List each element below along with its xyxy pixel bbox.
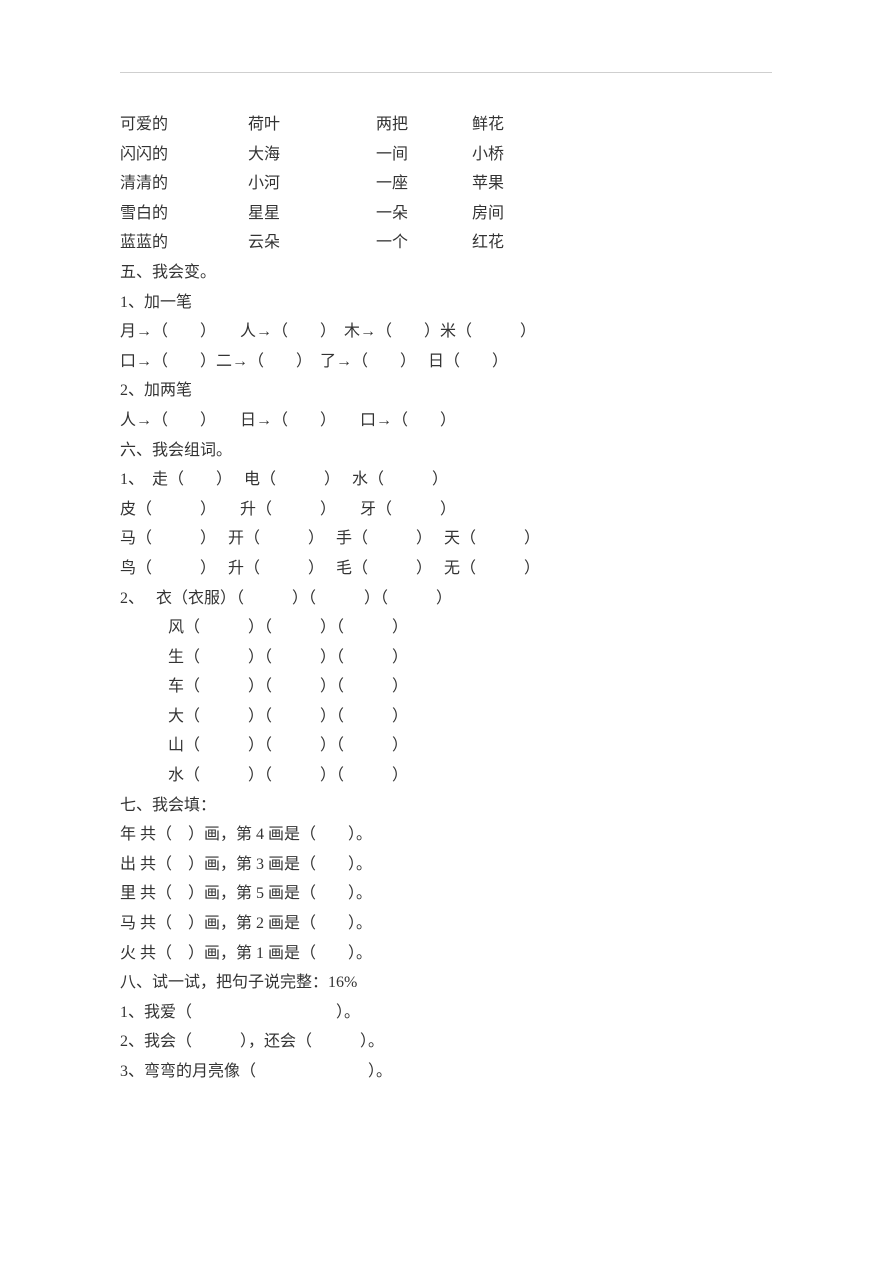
section6-line5: 2、 衣（衣服）（ ）（ ）（ ） <box>120 584 772 614</box>
matching-row: 闪闪的 大海 一间 小桥 <box>120 140 772 170</box>
section5-sub2: 2、加两笔 <box>120 376 772 406</box>
matching-row: 可爱的 荷叶 两把 鲜花 <box>120 110 772 140</box>
section6-line4: 鸟（ ） 升（ ） 毛（ ） 无（ ） <box>120 554 772 584</box>
matching-block: 可爱的 荷叶 两把 鲜花闪闪的 大海 一间 小桥清清的 小河 一座 苹果雪白的 … <box>120 110 772 258</box>
section6-line6: 风（ ）（ ）（ ） <box>120 613 772 643</box>
section8-line3: 3、弯弯的月亮像（ ）。 <box>120 1057 772 1087</box>
section6-line2: 皮（ ） 升（ ） 牙（ ） <box>120 495 772 525</box>
header-rule <box>120 72 772 73</box>
section5-sub1: 1、加一笔 <box>120 288 772 318</box>
section7-line5: 火 共（ ）画，第 1 画是（ ）。 <box>120 939 772 969</box>
section7-title: 七、我会填： <box>120 791 772 821</box>
section7-line2: 出 共（ ）画，第 3 画是（ ）。 <box>120 850 772 880</box>
section6-line11: 水（ ）（ ）（ ） <box>120 761 772 791</box>
worksheet-page: 可爱的 荷叶 两把 鲜花闪闪的 大海 一间 小桥清清的 小河 一座 苹果雪白的 … <box>0 0 892 1262</box>
section5-title: 五、我会变。 <box>120 258 772 288</box>
matching-row: 雪白的 星星 一朵 房间 <box>120 199 772 229</box>
section5-line1: 月→（ ） 人→（ ） 木→（ ）米（ ） <box>120 317 772 347</box>
section6-line9: 大（ ）（ ）（ ） <box>120 702 772 732</box>
section7-line1: 年 共（ ）画，第 4 画是（ ）。 <box>120 820 772 850</box>
section8-line1: 1、我爱（ ）。 <box>120 998 772 1028</box>
section5-line3: 人→（ ） 日→（ ） 口→（ ） <box>120 406 772 436</box>
section6-line8: 车（ ）（ ）（ ） <box>120 672 772 702</box>
section6-line3: 马（ ） 开（ ） 手（ ） 天（ ） <box>120 524 772 554</box>
section6-line7: 生（ ）（ ）（ ） <box>120 643 772 673</box>
matching-row: 蓝蓝的 云朵 一个 红花 <box>120 228 772 258</box>
section7-line3: 里 共（ ）画，第 5 画是（ ）。 <box>120 879 772 909</box>
section8-title: 八、试一试，把句子说完整：16% <box>120 968 772 998</box>
section5-line2: 口→（ ）二→（ ） 了→（ ） 日（ ） <box>120 347 772 377</box>
section7-line4: 马 共（ ）画，第 2 画是（ ）。 <box>120 909 772 939</box>
matching-row: 清清的 小河 一座 苹果 <box>120 169 772 199</box>
section6-title: 六、我会组词。 <box>120 436 772 466</box>
section6-line1: 1、 走（ ） 电（ ） 水（ ） <box>120 465 772 495</box>
section8-line2: 2、我会（ ），还会（ ）。 <box>120 1027 772 1057</box>
section6-line10: 山（ ）（ ）（ ） <box>120 731 772 761</box>
